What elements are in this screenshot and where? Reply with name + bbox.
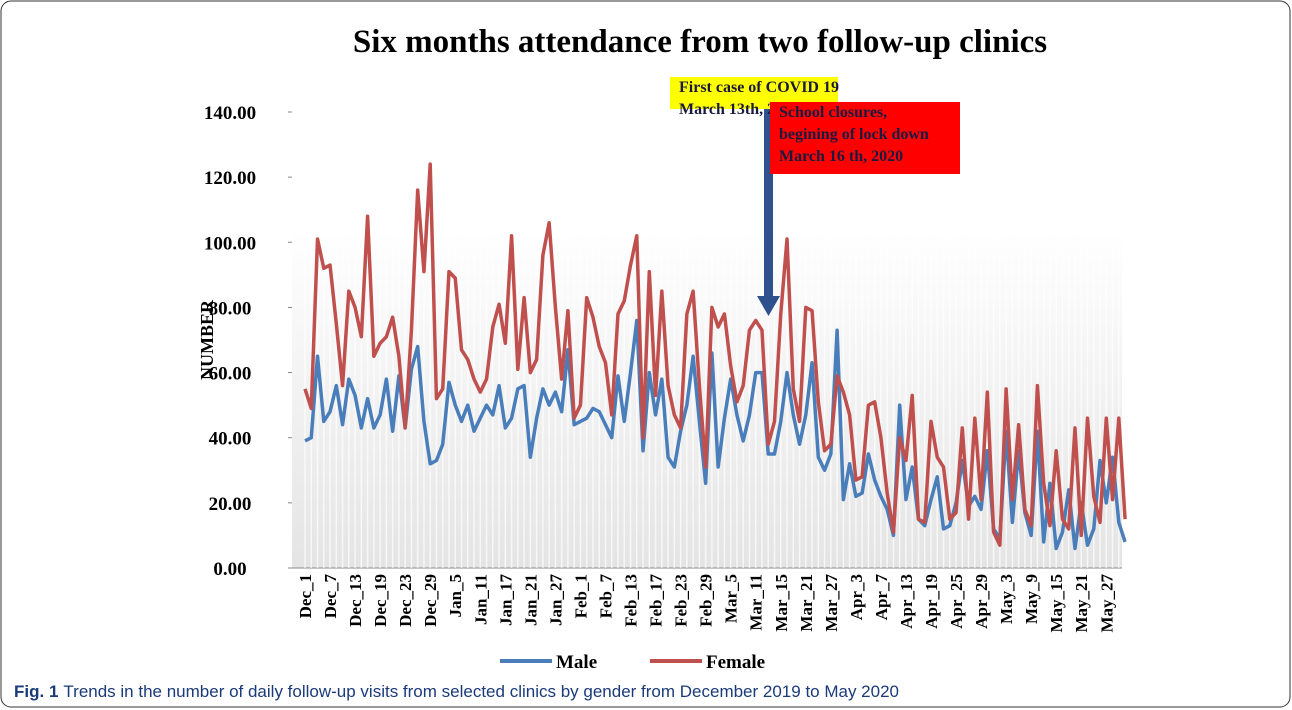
annotation-text: begining of lock down [779, 126, 929, 143]
x-tick-label: Apr_3 [847, 574, 866, 620]
y-tick-label: 20.00 [209, 494, 252, 515]
x-tick-label: Apr_7 [872, 574, 891, 621]
x-tick-label: Mar_27 [822, 574, 841, 632]
x-tick-label: Dec_23 [396, 574, 415, 627]
x-tick-label: Feb_7 [596, 574, 615, 619]
x-tick-label: Dec_1 [296, 574, 315, 618]
x-tick-label: Feb_17 [647, 574, 666, 627]
x-tick-label: Mar_5 [722, 574, 741, 623]
x-tick-label: Feb_13 [622, 574, 641, 627]
x-tick-label: Apr_29 [972, 574, 991, 629]
x-tick-label: Mar_11 [747, 574, 766, 631]
y-tick-label: 80.00 [209, 298, 252, 319]
y-tick-label: 60.00 [209, 364, 252, 385]
x-tick-label: Mar_21 [797, 574, 816, 632]
x-tick-label: Jan_11 [471, 574, 490, 625]
x-tick-label: Feb_23 [672, 574, 691, 627]
x-tick-label: Dec_7 [321, 574, 340, 619]
x-tick-label: May_21 [1072, 574, 1091, 633]
x-tick-label: Dec_13 [346, 574, 365, 627]
x-tick-label: May_15 [1047, 574, 1066, 633]
y-tick-label: 0.00 [213, 559, 246, 580]
legend-label: Male [556, 652, 597, 673]
x-tick-label: May_27 [1097, 574, 1116, 633]
x-tick-label: May_3 [997, 574, 1016, 624]
y-tick-label: 140.00 [204, 103, 256, 124]
marks [303, 162, 1127, 568]
caption-label: Fig. 1 [14, 682, 58, 701]
annotation-text: March 16 th, 2020 [779, 148, 903, 165]
x-tick-label: Apr_13 [897, 574, 916, 629]
annotation-box [770, 102, 960, 174]
x-tick-label: Feb_29 [697, 574, 716, 627]
y-axis-label: NUMBER [197, 299, 217, 380]
series-line [304, 318, 1127, 551]
caption: Fig. 1 Trends in the number of daily foll… [14, 682, 899, 701]
x-tick-label: Apr_19 [922, 574, 941, 629]
chart-title: Six months attendance from two follow-up… [353, 24, 1047, 60]
x-tick-label: Jan_5 [446, 574, 465, 617]
x-tick-label: Mar_15 [772, 574, 791, 632]
series-line [303, 162, 1127, 547]
arrow-head [757, 296, 780, 316]
annotation-text: First case of COVID 19 [679, 79, 839, 96]
x-tick-label: Apr_25 [947, 574, 966, 629]
caption-text: Trends in the number of daily follow-up … [63, 682, 899, 701]
x-tick-label: Jan_21 [521, 574, 540, 626]
legend-label: Female [706, 652, 765, 673]
x-tick-label: Dec_19 [371, 574, 390, 627]
arrow-shaft [764, 108, 773, 298]
y-tick-label: 100.00 [204, 233, 256, 254]
y-tick-label: 40.00 [209, 429, 252, 450]
y-tick-label: 120.00 [204, 168, 256, 189]
annotation-text: School closures, [779, 104, 887, 121]
x-tick-label: Dec_29 [421, 574, 440, 627]
x-tick-label: Feb_1 [571, 574, 590, 618]
annotation-text: March 13th, 2020 [679, 101, 799, 118]
x-tick-label: May_9 [1022, 574, 1041, 624]
x-tick-label: Jan_17 [496, 574, 515, 626]
x-tick-label: Jan_27 [546, 574, 565, 626]
